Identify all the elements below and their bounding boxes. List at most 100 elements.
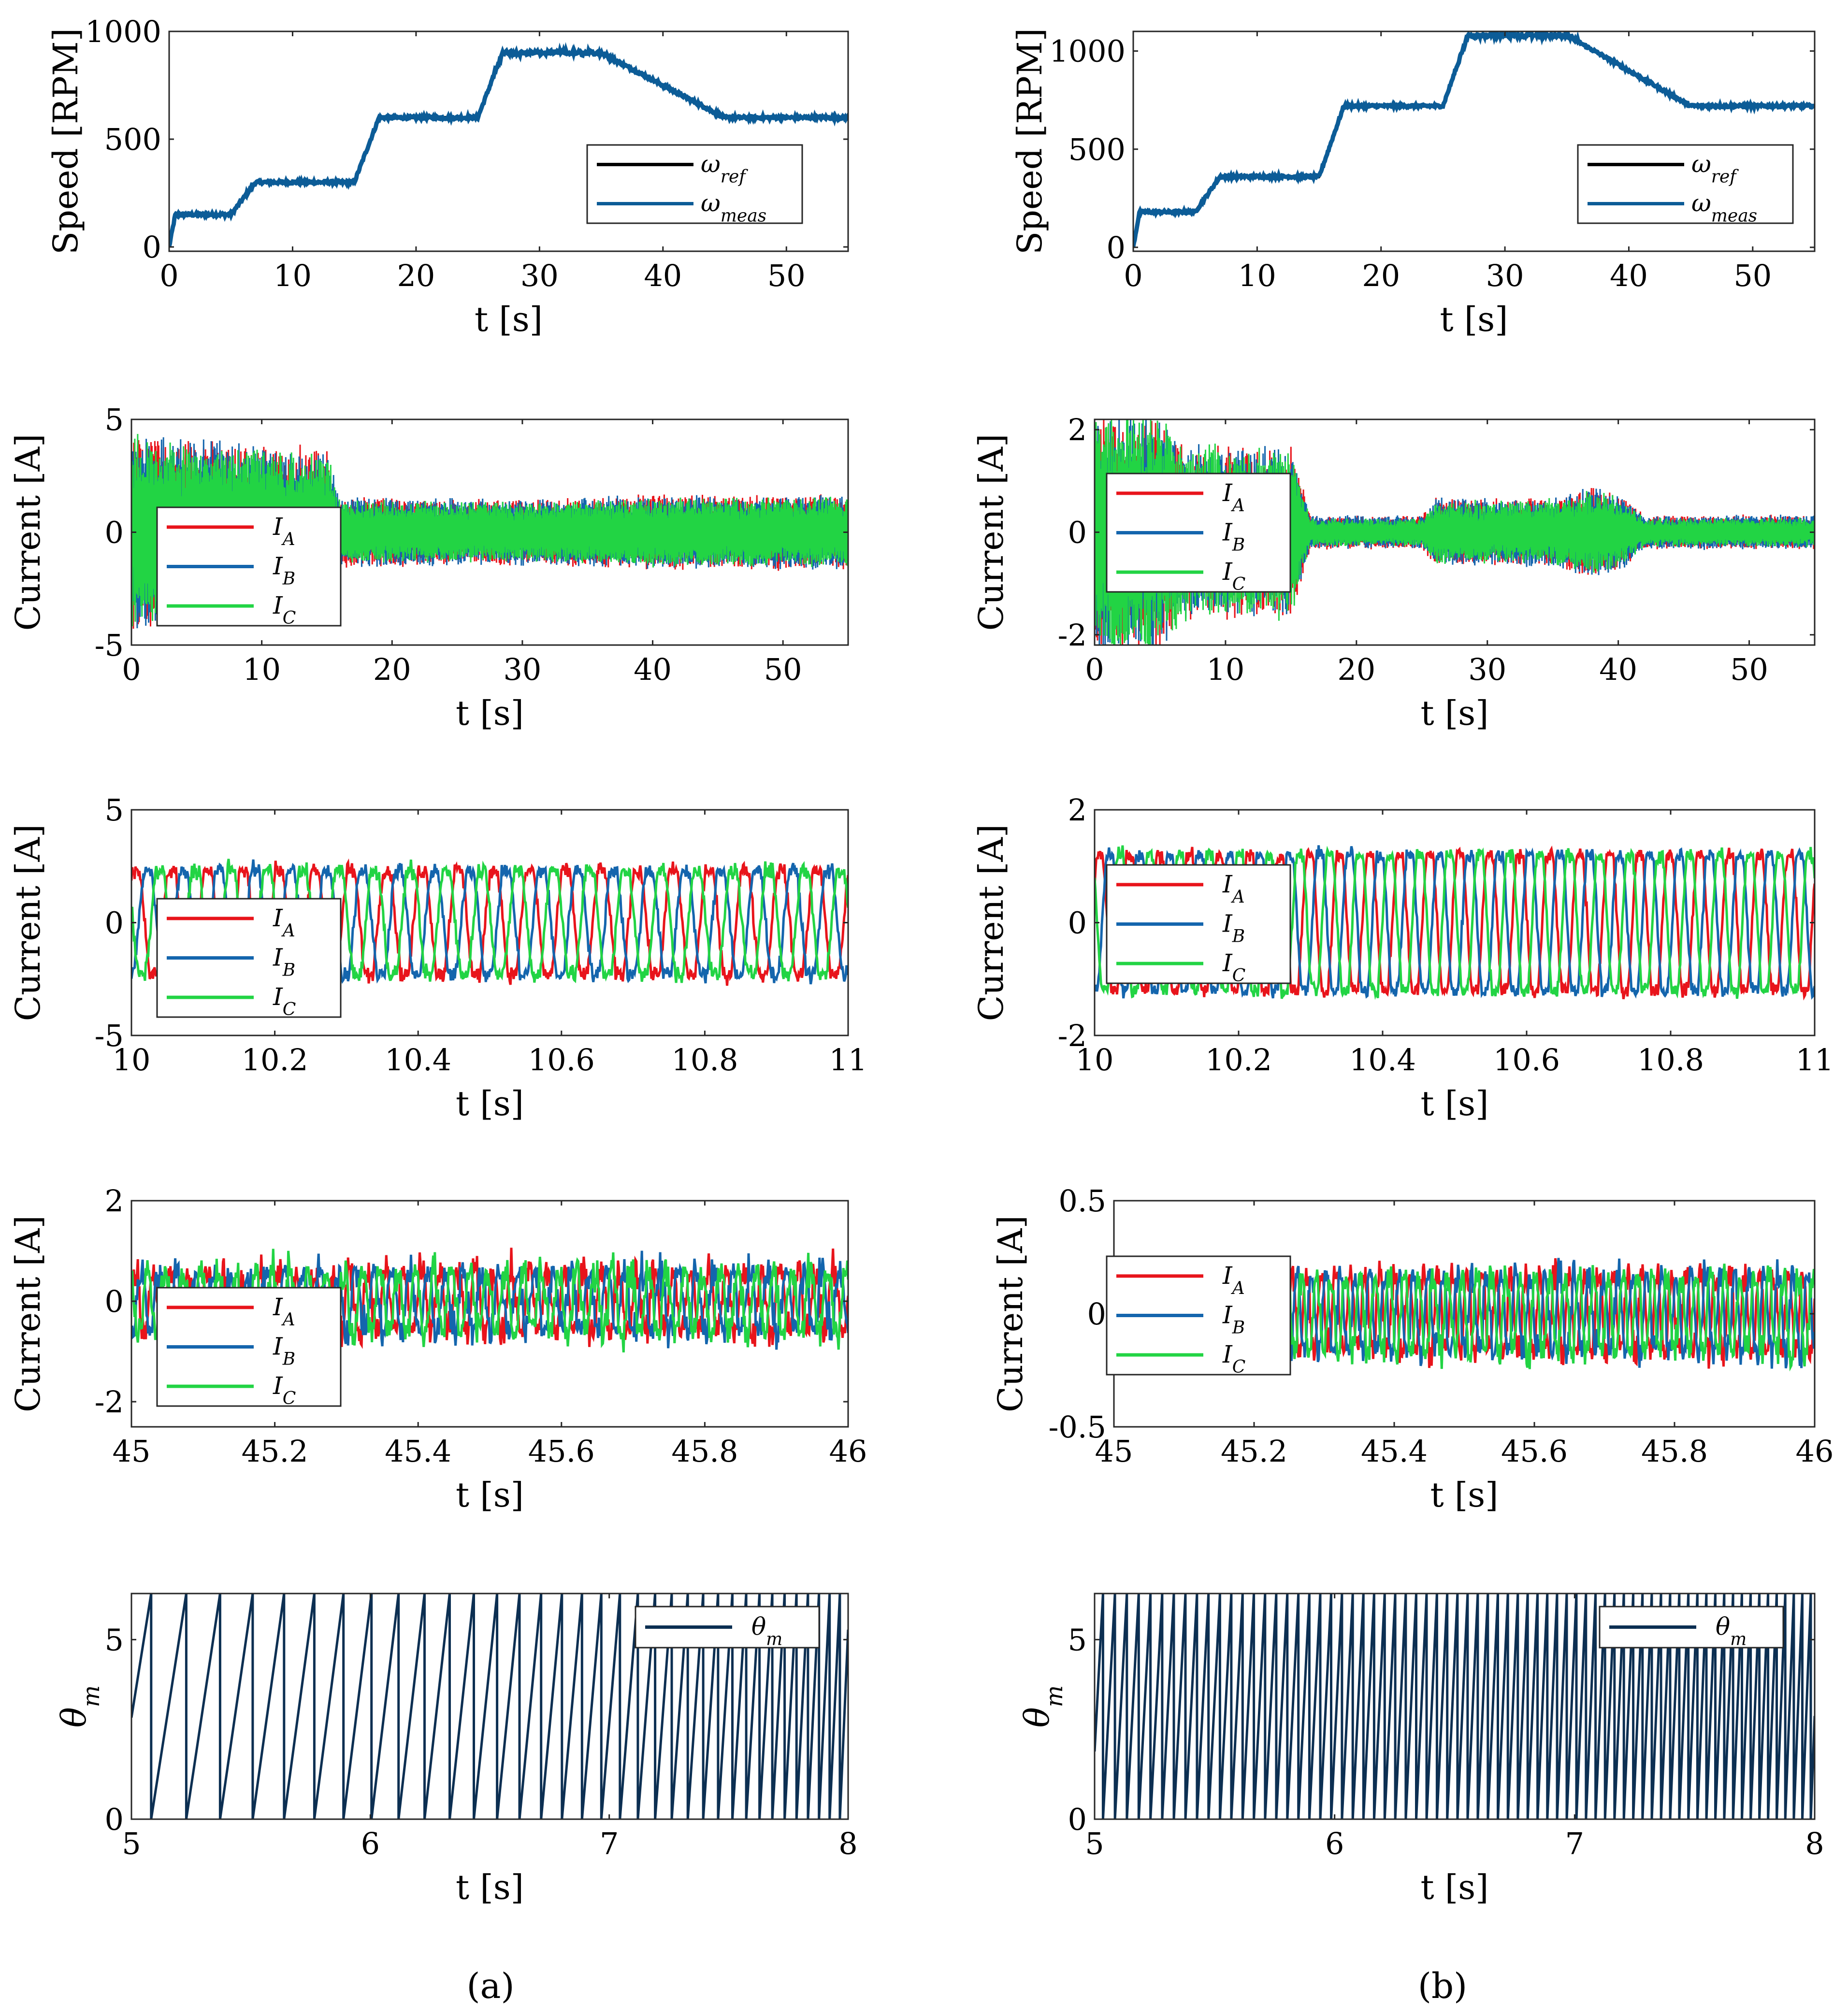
y-axis-label: Current [A] [971, 434, 1011, 631]
x-tick-label: 50 [764, 652, 802, 687]
axes-box [1132, 30, 1816, 252]
y-tick-label: 1000 [85, 14, 161, 49]
x-tick-label: 45.2 [242, 1434, 308, 1469]
x-tick-label: 45.8 [671, 1434, 738, 1469]
y-tick-label: 0.5 [1058, 1183, 1106, 1219]
x-tick-label: 10.6 [1493, 1042, 1560, 1077]
y-tick-label: 0 [1068, 515, 1087, 550]
x-tick-label: 40 [644, 258, 682, 293]
x-tick-label: 30 [503, 652, 541, 687]
caption-b: (b) [1418, 1966, 1467, 2006]
x-axis-label: t [s] [1430, 1475, 1499, 1515]
x-tick-label: 40 [1610, 258, 1648, 293]
x-tick-label: 45.8 [1641, 1434, 1708, 1469]
y-tick-label: 0 [105, 515, 124, 550]
x-tick-label: 45.2 [1221, 1434, 1287, 1469]
x-tick-label: 45 [1095, 1434, 1133, 1469]
y-tick-label: 0 [105, 1802, 124, 1837]
chart-b4: 45 45.2 45.4 45.6 45.8 46 -0.5 0 0.5 t [s] Current… [991, 1183, 1834, 1515]
x-tick-label: 46 [1796, 1434, 1834, 1469]
y-tick-label: 2 [1068, 792, 1087, 828]
x-axis-label: t [s] [1421, 1084, 1489, 1123]
x-tick-label: 46 [829, 1434, 867, 1469]
x-tick-label: 20 [373, 652, 411, 687]
x-tick-label: 40 [634, 652, 672, 687]
y-tick-label: -5 [95, 1018, 124, 1053]
y-tick-label: 0 [1087, 1296, 1106, 1332]
y-tick-label: 500 [104, 122, 161, 157]
series-IB [1095, 845, 1815, 1000]
x-tick-label: 20 [1337, 652, 1375, 687]
axes-box [1094, 1593, 1816, 1820]
x-tick-label: 40 [1599, 652, 1637, 687]
x-tick-label: 6 [361, 1826, 380, 1861]
x-tick-label: 10 [274, 258, 312, 293]
x-tick-label: 0 [1085, 652, 1104, 687]
x-tick-label: 0 [1124, 258, 1142, 293]
y-tick-label: 0 [105, 905, 124, 941]
chart-a4: 45 45.2 45.4 45.6 45.8 46 -2 0 2 t [s] Current [A]… [8, 1183, 867, 1515]
legend: θm [635, 1606, 820, 1649]
y-tick-label: -2 [1058, 1018, 1087, 1053]
x-tick-label: 50 [767, 258, 806, 293]
x-axis-label: t [s] [1421, 693, 1489, 733]
y-tick-label: 2 [105, 1183, 124, 1219]
y-axis-label: Current [A] [8, 1215, 48, 1412]
x-tick-label: 45.6 [1501, 1434, 1568, 1469]
plot-series-group [1133, 31, 1815, 248]
x-tick-label: 10 [113, 1042, 151, 1077]
x-tick-label: 45.4 [1361, 1434, 1428, 1469]
x-tick-label: 45.6 [528, 1434, 595, 1469]
y-tick-label: 0 [143, 230, 161, 265]
x-tick-label: 20 [397, 258, 435, 293]
x-tick-label: 10.2 [242, 1042, 308, 1077]
x-tick-label: 10 [1238, 258, 1276, 293]
x-tick-label: 10.4 [1349, 1042, 1416, 1077]
x-tick-label: 10 [243, 652, 281, 687]
plot-series-group [169, 42, 848, 247]
y-tick-label: 2 [1068, 412, 1087, 447]
y-tick-label: 500 [1068, 132, 1126, 167]
y-axis-label: θm [1017, 1685, 1068, 1728]
y-axis-label: Current [A] [971, 824, 1011, 1021]
legend-box [586, 144, 803, 224]
x-tick-label: 30 [520, 258, 559, 293]
legend-box [1577, 144, 1794, 224]
legend: θm [1599, 1606, 1784, 1649]
y-tick-label: 5 [1068, 1622, 1087, 1657]
x-tick-label: 30 [1486, 258, 1524, 293]
y-axis-label: Speed [RPM] [1010, 28, 1050, 255]
series-meas [169, 42, 848, 247]
x-axis-label: t [s] [456, 693, 524, 733]
series-IB [131, 859, 848, 987]
x-tick-label: 10 [1206, 652, 1244, 687]
y-tick-label: 0 [105, 1284, 124, 1319]
y-axis-label: Speed [RPM] [46, 28, 86, 255]
x-tick-label: 10 [1076, 1042, 1114, 1077]
x-tick-label: 0 [159, 258, 178, 293]
x-tick-label: 50 [1733, 258, 1772, 293]
series-meas [1133, 31, 1815, 247]
y-tick-label: 0 [1068, 1802, 1087, 1837]
x-tick-label: 45 [113, 1434, 151, 1469]
x-tick-label: 7 [600, 1826, 619, 1861]
x-tick-label: 11 [1796, 1042, 1834, 1077]
x-axis-label: t [s] [475, 300, 543, 339]
caption-a: (a) [466, 1966, 514, 2006]
series-IB [131, 1250, 848, 1350]
x-tick-label: 20 [1362, 258, 1400, 293]
y-tick-label: 1000 [1049, 34, 1126, 69]
y-tick-label: 0 [1107, 230, 1126, 265]
x-tick-label: 8 [1805, 1826, 1824, 1861]
